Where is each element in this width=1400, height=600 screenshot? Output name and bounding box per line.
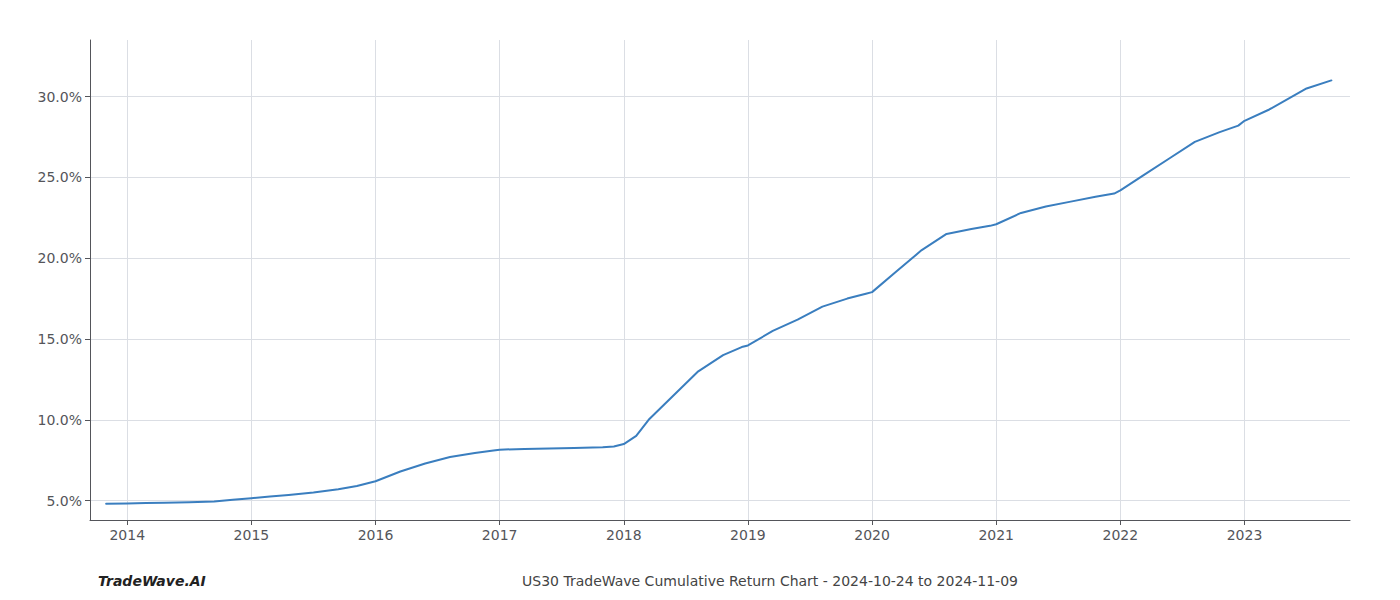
svg-text:15.0%: 15.0% [38,331,82,347]
svg-text:2019: 2019 [730,527,766,543]
svg-text:20.0%: 20.0% [38,250,82,266]
svg-text:25.0%: 25.0% [38,169,82,185]
svg-text:US30 TradeWave Cumulative Retu: US30 TradeWave Cumulative Return Chart -… [522,573,1018,589]
svg-text:2022: 2022 [1103,527,1139,543]
svg-text:2014: 2014 [109,527,145,543]
svg-text:2020: 2020 [854,527,890,543]
svg-text:2017: 2017 [482,527,518,543]
svg-text:2018: 2018 [606,527,642,543]
svg-text:10.0%: 10.0% [38,412,82,428]
svg-text:2021: 2021 [978,527,1014,543]
svg-text:2016: 2016 [358,527,394,543]
svg-text:2015: 2015 [234,527,270,543]
svg-text:30.0%: 30.0% [38,89,82,105]
svg-text:TradeWave.AI: TradeWave.AI [98,573,206,589]
svg-text:5.0%: 5.0% [46,493,82,509]
svg-text:2023: 2023 [1227,527,1263,543]
